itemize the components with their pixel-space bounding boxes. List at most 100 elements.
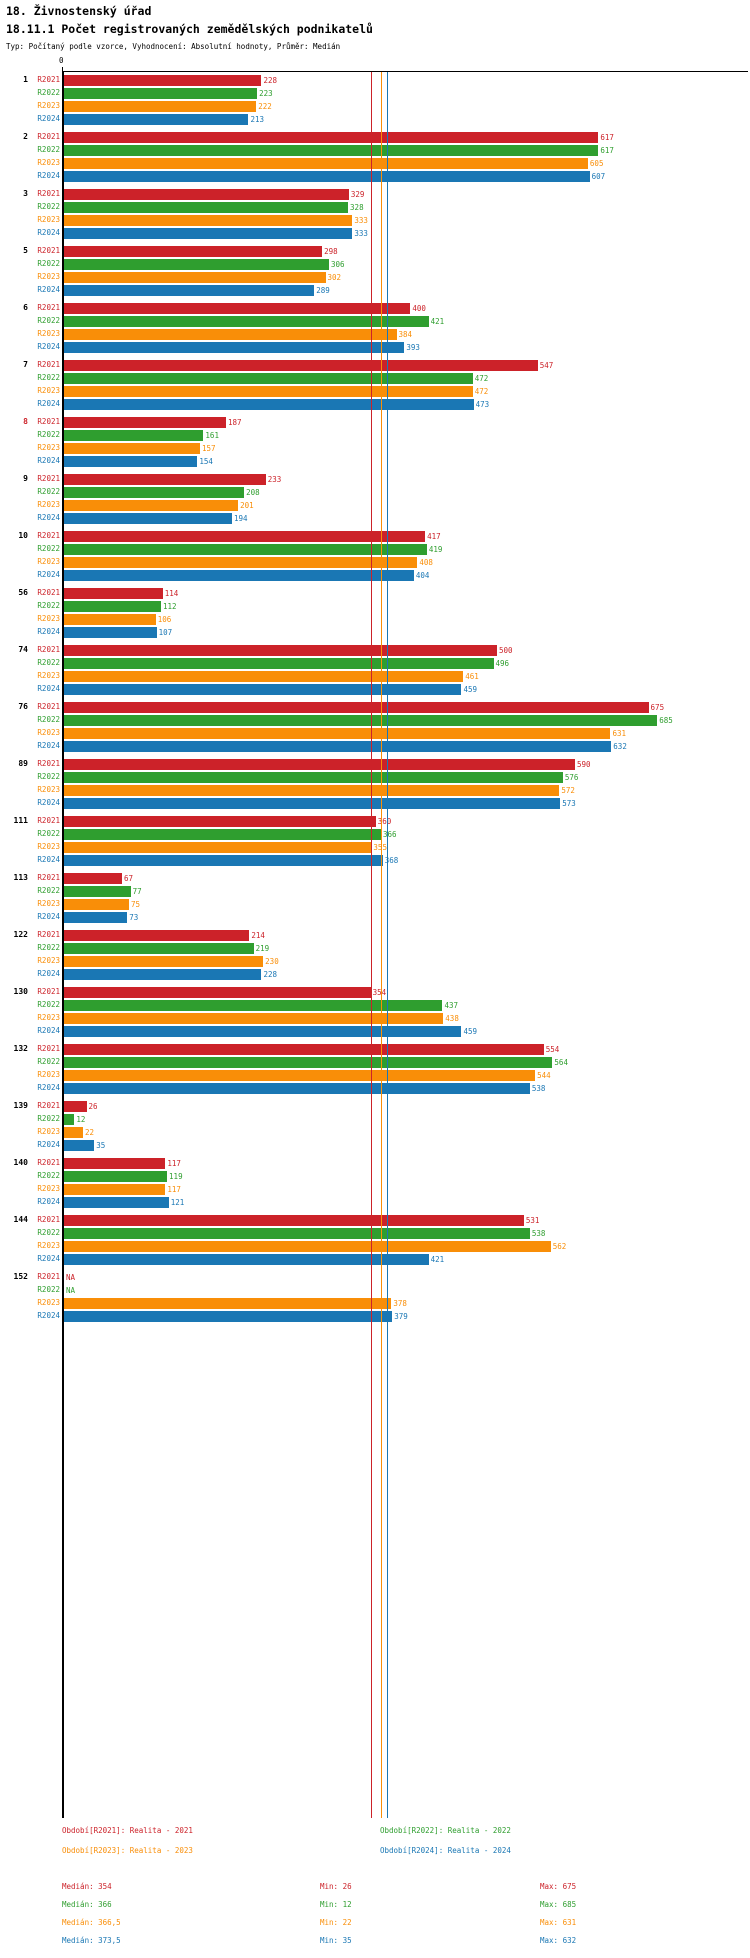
bar-132-R2023[interactable] [64,1070,536,1081]
bar-2-R2021[interactable] [64,132,599,143]
bar-140-R2024[interactable] [64,1197,169,1208]
bar-3-R2022[interactable] [64,202,349,213]
bar-9-R2023[interactable] [64,500,239,511]
bar-1-R2023[interactable] [64,101,257,112]
bar-74-R2022[interactable] [64,658,494,669]
bar-5-R2024[interactable] [64,285,315,296]
bar-89-R2023[interactable] [64,785,560,796]
stat-min-R2023: Min: 22 [320,1918,352,1927]
bar-111-R2023[interactable] [64,842,372,853]
bar-6-R2023[interactable] [64,329,397,340]
bar-111-R2021[interactable] [64,816,376,827]
bar-76-R2022[interactable] [64,715,658,726]
bar-89-R2021[interactable] [64,759,575,770]
bar-139-R2022[interactable] [64,1114,75,1125]
bar-value-3-R2022: 328 [350,203,364,212]
series-label-R2021-5: R2021 [37,246,60,255]
bar-122-R2024[interactable] [64,969,262,980]
bar-140-R2023[interactable] [64,1184,166,1195]
bar-122-R2023[interactable] [64,956,264,967]
bar-130-R2024[interactable] [64,1026,462,1037]
bar-3-R2024[interactable] [64,228,353,239]
bar-89-R2022[interactable] [64,772,563,783]
bar-139-R2021[interactable] [64,1101,87,1112]
bar-6-R2022[interactable] [64,316,429,327]
bar-value-76-R2023: 631 [612,729,626,738]
bar-132-R2024[interactable] [64,1083,530,1094]
bar-1-R2024[interactable] [64,114,249,125]
bar-10-R2021[interactable] [64,531,426,542]
bar-144-R2021[interactable] [64,1215,524,1226]
bar-8-R2023[interactable] [64,443,200,454]
bar-74-R2024[interactable] [64,684,462,695]
axis-top-line [62,71,748,72]
bar-152-R2024[interactable] [64,1311,393,1322]
bar-1-R2021[interactable] [64,75,262,86]
bar-value-9-R2024: 194 [234,514,248,523]
bar-56-R2024[interactable] [64,627,157,638]
bar-152-R2023[interactable] [64,1298,392,1309]
bar-139-R2023[interactable] [64,1127,84,1138]
bar-113-R2024[interactable] [64,912,128,923]
bar-74-R2023[interactable] [64,671,464,682]
bar-144-R2022[interactable] [64,1228,530,1239]
bar-111-R2022[interactable] [64,829,381,840]
bar-111-R2024[interactable] [64,855,383,866]
bar-76-R2023[interactable] [64,728,611,739]
legend-item-R2022[interactable]: Období[R2022]: Realita - 2022 [380,1826,511,1835]
bar-8-R2021[interactable] [64,417,226,428]
bar-56-R2021[interactable] [64,588,163,599]
series-label-R2024-6: R2024 [37,342,60,351]
bar-113-R2023[interactable] [64,899,129,910]
bar-113-R2021[interactable] [64,873,123,884]
legend-item-R2023[interactable]: Období[R2023]: Realita - 2023 [62,1846,193,1855]
bar-8-R2024[interactable] [64,456,198,467]
bar-74-R2021[interactable] [64,645,497,656]
bar-7-R2023[interactable] [64,386,473,397]
bar-5-R2023[interactable] [64,272,326,283]
bar-9-R2021[interactable] [64,474,266,485]
bar-144-R2023[interactable] [64,1241,551,1252]
bar-140-R2022[interactable] [64,1171,168,1182]
legend-item-R2021[interactable]: Období[R2021]: Realita - 2021 [62,1826,193,1835]
bar-132-R2022[interactable] [64,1057,553,1068]
legend-item-R2024[interactable]: Období[R2024]: Realita - 2024 [380,1846,511,1855]
bar-89-R2024[interactable] [64,798,561,809]
bar-9-R2022[interactable] [64,487,245,498]
bar-7-R2022[interactable] [64,373,473,384]
bar-10-R2023[interactable] [64,557,418,568]
bar-132-R2021[interactable] [64,1044,544,1055]
bar-76-R2021[interactable] [64,702,649,713]
bar-10-R2024[interactable] [64,570,414,581]
bar-3-R2021[interactable] [64,189,349,200]
axis-zero-tick [62,67,63,72]
bar-130-R2021[interactable] [64,987,371,998]
bar-144-R2024[interactable] [64,1254,429,1265]
bar-9-R2024[interactable] [64,513,232,524]
bar-6-R2024[interactable] [64,342,405,353]
bar-113-R2022[interactable] [64,886,131,897]
bar-2-R2022[interactable] [64,145,599,156]
bar-122-R2021[interactable] [64,930,250,941]
bar-140-R2021[interactable] [64,1158,166,1169]
bar-8-R2022[interactable] [64,430,204,441]
bar-56-R2022[interactable] [64,601,161,612]
bar-5-R2022[interactable] [64,259,329,270]
bar-6-R2021[interactable] [64,303,411,314]
bar-7-R2021[interactable] [64,360,538,371]
bar-76-R2024[interactable] [64,741,612,752]
bar-10-R2022[interactable] [64,544,427,555]
bar-7-R2024[interactable] [64,399,474,410]
bar-3-R2023[interactable] [64,215,353,226]
bar-1-R2022[interactable] [64,88,258,99]
bar-value-56-R2021: 114 [164,589,179,598]
group-label-9: 9 [23,474,28,483]
bar-122-R2022[interactable] [64,943,254,954]
bar-130-R2023[interactable] [64,1013,444,1024]
bar-5-R2021[interactable] [64,246,323,257]
bar-2-R2024[interactable] [64,171,590,182]
bar-139-R2024[interactable] [64,1140,95,1151]
bar-56-R2023[interactable] [64,614,156,625]
bar-2-R2023[interactable] [64,158,588,169]
bar-130-R2022[interactable] [64,1000,443,1011]
